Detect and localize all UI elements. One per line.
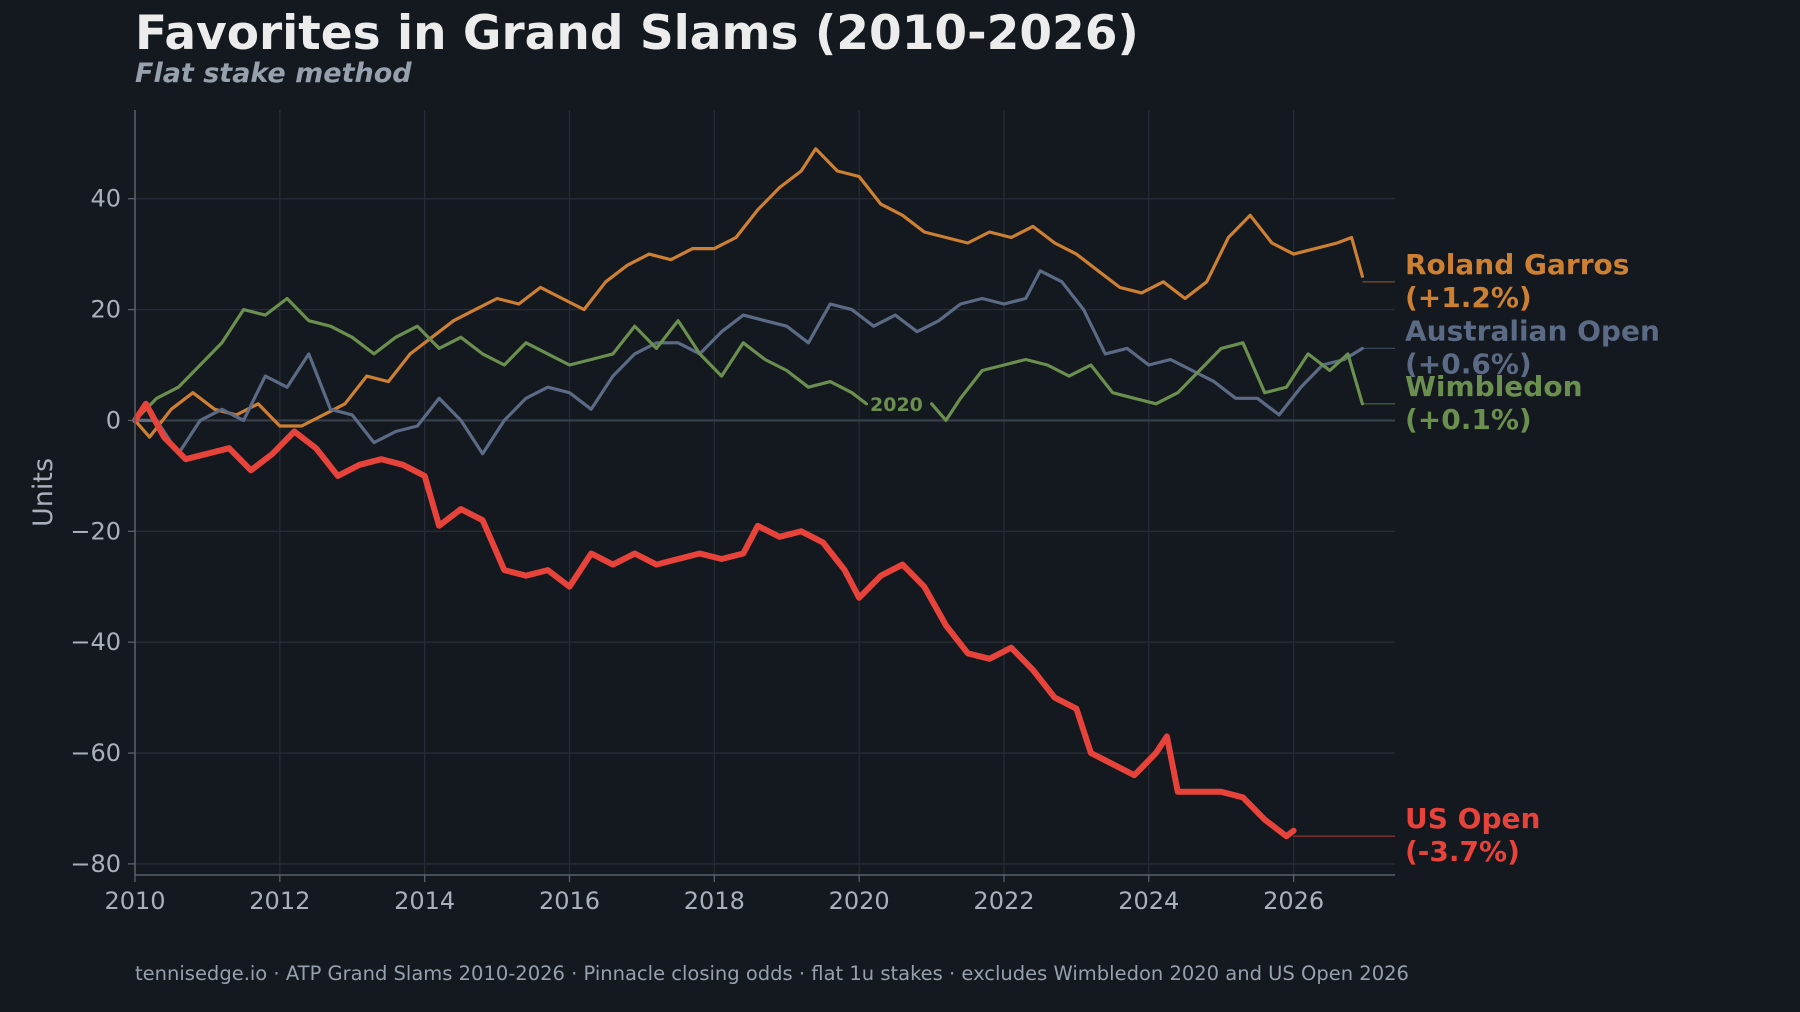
y-tick-label: −40 — [70, 628, 121, 656]
y-tick-label: 0 — [106, 406, 121, 434]
y-tick-label: 40 — [90, 185, 121, 213]
series-label-line: (-3.7%) — [1405, 835, 1520, 868]
x-tick-label: 2024 — [1118, 887, 1179, 915]
x-tick-label: 2020 — [829, 887, 890, 915]
x-tick-label: 2016 — [539, 887, 600, 915]
series-label-line: (+1.2%) — [1405, 281, 1532, 314]
x-tick-label: 2010 — [104, 887, 165, 915]
y-tick-label: −80 — [70, 850, 121, 878]
x-tick-label: 2022 — [973, 887, 1034, 915]
y-tick-label: −60 — [70, 739, 121, 767]
y-tick-label: −20 — [70, 517, 121, 545]
grid-layer — [134, 110, 1395, 875]
y-axis-label: Units — [28, 458, 59, 527]
series-label-line: (+0.6%) — [1405, 347, 1532, 380]
chart-footer: tennisedge.io · ATP Grand Slams 2010-202… — [135, 962, 1409, 985]
series-label-line: US Open — [1405, 802, 1540, 835]
y-tick-label: 20 — [90, 296, 121, 324]
axis-layer: 2010 2012 2014 2016 2018 2020 2022 2024 2026 −80 −… — [28, 110, 1395, 915]
x-tick-label: 2012 — [249, 887, 310, 915]
series-label-line: Wimbledon — [1405, 370, 1583, 403]
series-label-line: Australian Open — [1405, 314, 1660, 347]
series-label-wimbledon: Wimbledon (+0.1%) — [1405, 370, 1583, 436]
chart-title: Favorites in Grand Slams (2010-2026) — [135, 6, 1139, 61]
chart-subtitle: Flat stake method — [135, 58, 412, 89]
series-line-wimbledon — [133, 296, 1364, 422]
series-label-us-open: US Open (-3.7%) — [1405, 802, 1540, 868]
gap-annotation: 2020 — [870, 394, 923, 416]
series-line-roland-garros — [133, 147, 1364, 439]
series-label-roland-garros: Roland Garros (+1.2%) — [1405, 248, 1629, 314]
series-line-us-open — [132, 400, 1297, 840]
series-label-australian-open: Australian Open (+0.6%) — [1405, 314, 1660, 380]
x-tick-label: 2014 — [394, 887, 455, 915]
series-layer — [132, 147, 1364, 840]
label-layer: Roland Garros (+1.2%)Australian Open (+0.6… — [870, 248, 1660, 868]
x-tick-label: 2018 — [684, 887, 745, 915]
series-line-australian-open — [133, 269, 1364, 456]
series-label-line: (+0.1%) — [1405, 403, 1532, 436]
series-label-line: Roland Garros — [1405, 248, 1629, 281]
x-tick-label: 2026 — [1263, 887, 1324, 915]
